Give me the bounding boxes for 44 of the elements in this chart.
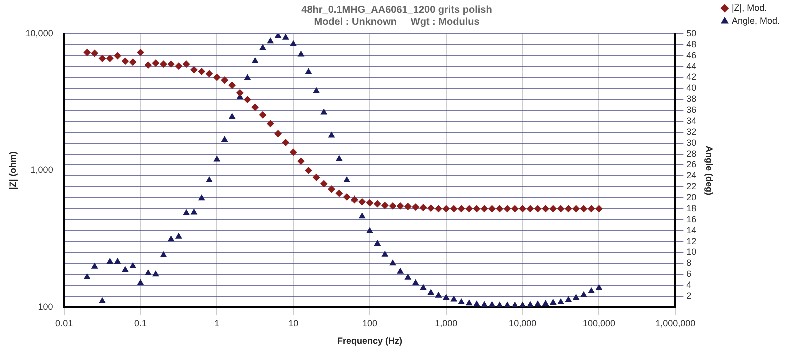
y2-tick-label: 16 <box>686 214 697 224</box>
x-tick-label: 100 <box>362 318 378 328</box>
x-tick-label: 10,000 <box>509 318 537 328</box>
y2-tick-label: 2 <box>686 290 692 301</box>
y-axis-title: |Z| (ohm) <box>8 152 18 190</box>
y2-tick-label: 6 <box>686 269 692 280</box>
y2-tick-label: 10 <box>686 247 697 258</box>
y2-tick-label: 18 <box>686 203 697 214</box>
y2-tick-label: 36 <box>686 105 697 116</box>
y-tick-label: 1,000 <box>30 165 54 176</box>
y2-tick-label: 40 <box>686 83 697 94</box>
y-tick-label: 10,000 <box>26 28 54 38</box>
x-tick-label: 0.01 <box>56 318 74 328</box>
y2-tick-label: 38 <box>686 94 697 104</box>
y2-tick-label: 48 <box>686 39 697 50</box>
x-tick-label: 1,000 <box>435 318 458 328</box>
y2-tick-label: 4 <box>686 280 692 290</box>
x-tick-label: 100,000 <box>582 318 616 328</box>
chart-title: 48hr_0.1MHG_AA6061_1200 grits polish <box>302 4 492 16</box>
x-axis-title: Frequency (Hz) <box>337 336 402 346</box>
y2-tick-label: 44 <box>686 61 697 72</box>
y2-tick-label: 46 <box>686 50 697 60</box>
y2-tick-label: 42 <box>686 72 697 82</box>
y2-tick-label: 28 <box>686 148 697 159</box>
y2-tick-label: 34 <box>686 116 697 126</box>
y2-axis-title: Angle (deg) <box>704 146 715 196</box>
x-tick-label: 10 <box>288 318 299 328</box>
y2-tick-label: 26 <box>686 160 697 170</box>
y2-tick-label: 30 <box>686 138 697 148</box>
y2-tick-label: 24 <box>686 170 697 181</box>
y2-tick-label: 14 <box>686 225 697 236</box>
y2-tick-label: 50 <box>686 28 697 38</box>
y-tick-label: 100 <box>38 302 54 312</box>
y2-tick-label: 22 <box>686 182 697 192</box>
legend-label: |Z|, Mod. <box>732 2 768 13</box>
x-tick-label: 1 <box>214 318 220 328</box>
x-tick-label: 1,000,000 <box>656 318 696 328</box>
y2-tick-label: 20 <box>686 192 697 203</box>
legend-label: Angle, Mod. <box>732 16 780 26</box>
y2-tick-label: 32 <box>686 126 697 137</box>
y2-tick-label: 12 <box>686 236 697 246</box>
chart-subtitle: Model : Unknown Wgt : Modulus <box>314 16 480 28</box>
y2-tick-label: 8 <box>686 258 692 268</box>
x-tick-label: 0.1 <box>134 318 147 328</box>
